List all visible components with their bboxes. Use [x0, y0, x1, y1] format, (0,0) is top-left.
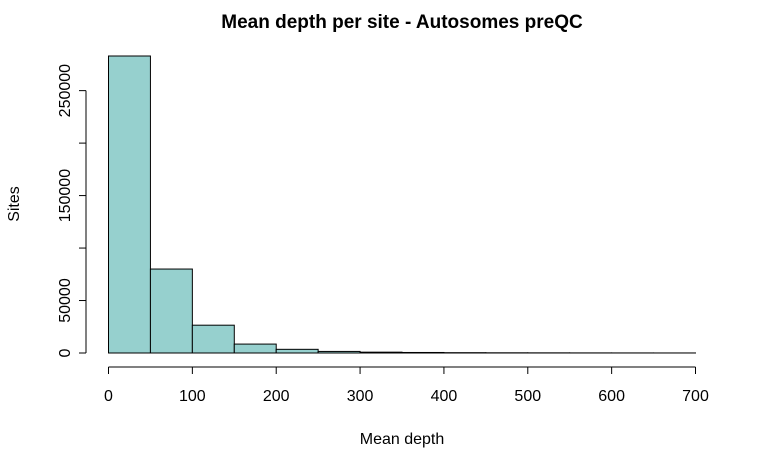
bar-1: [149, 268, 193, 354]
x-tick-label: 700: [682, 388, 709, 405]
bar-4: [275, 348, 319, 354]
y-tick-label: 0: [57, 348, 74, 357]
bar-7: [401, 351, 445, 354]
y-ticks-group: 0 50000 150000 250000: [57, 64, 86, 357]
x-tick-label: 0: [104, 388, 113, 405]
x-tick-label: 300: [347, 388, 374, 405]
bar-2: [191, 324, 235, 354]
x-ticks-group: 0 100 200 300 400 500 600 700: [104, 367, 709, 405]
y-axis-label: Sites: [6, 186, 23, 222]
chart-title: Mean depth per site - Autosomes preQC: [221, 12, 583, 33]
bar-6: [359, 351, 403, 354]
bars-group: [108, 55, 696, 354]
bar-5: [317, 350, 361, 354]
x-tick-label: 100: [179, 388, 206, 405]
x-tick-label: 400: [431, 388, 458, 405]
bar-3: [233, 343, 277, 354]
y-tick-label: 150000: [57, 169, 74, 222]
y-tick-label: 250000: [57, 64, 74, 117]
y-tick-label: 50000: [57, 278, 74, 323]
bar-0: [108, 55, 151, 354]
x-tick-label: 600: [598, 388, 625, 405]
x-tick-label: 200: [263, 388, 290, 405]
x-axis-label: Mean depth: [360, 431, 445, 448]
x-tick-label: 500: [514, 388, 541, 405]
